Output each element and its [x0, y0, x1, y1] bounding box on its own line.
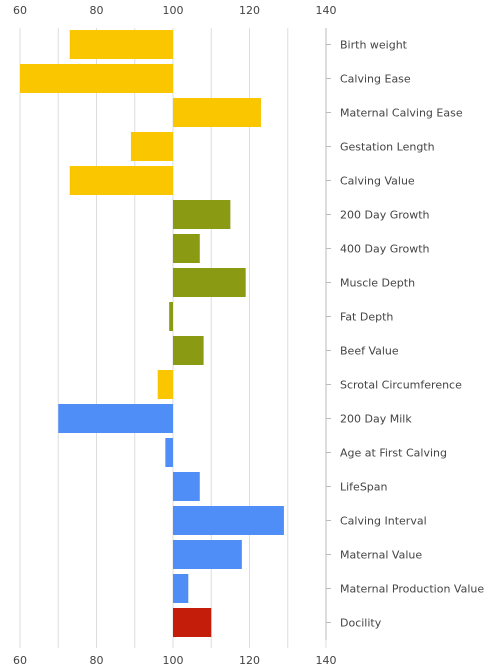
- value-axis-ticks: 60 60 80 80 100 100 120 120 140 140: [13, 4, 337, 667]
- bar-maternal-production-value: [173, 574, 189, 603]
- category-label: Maternal Production Value: [340, 583, 484, 596]
- category-label: 200 Day Growth: [340, 209, 430, 222]
- category-label: Birth weight: [340, 39, 408, 52]
- bar-400-day-growth: [173, 234, 200, 263]
- top-tick-label: 60: [13, 4, 27, 17]
- category-label: Scrotal Circumference: [340, 379, 462, 392]
- category-label: LifeSpan: [340, 481, 388, 494]
- bar-maternal-value: [173, 540, 242, 569]
- top-tick-label: 140: [316, 4, 337, 17]
- bar-fat-depth: [169, 302, 173, 331]
- bar-birth-weight: [69, 30, 173, 59]
- bar-calving-ease: [20, 64, 173, 93]
- bar-age-at-first-calving: [165, 438, 173, 467]
- bottom-tick-label: 80: [90, 654, 104, 667]
- category-label: Gestation Length: [340, 141, 435, 154]
- bottom-tick-label: 140: [316, 654, 337, 667]
- bottom-tick-label: 120: [239, 654, 260, 667]
- category-label: Fat Depth: [340, 311, 393, 324]
- category-label: Calving Interval: [340, 515, 427, 528]
- bottom-tick-label: 60: [13, 654, 27, 667]
- top-tick-label: 100: [163, 4, 184, 17]
- bar-maternal-calving-ease: [173, 98, 261, 127]
- bar-200-day-milk: [58, 404, 173, 433]
- bar-beef-value: [173, 336, 204, 365]
- category-labels: Birth weight Calving Ease Maternal Calving…: [340, 39, 484, 630]
- category-label: Calving Ease: [340, 73, 411, 86]
- bar-calving-interval: [173, 506, 284, 535]
- bars: [20, 30, 284, 637]
- category-label: Age at First Calving: [340, 447, 447, 460]
- category-label: Beef Value: [340, 345, 399, 358]
- category-label: 200 Day Milk: [340, 413, 412, 426]
- bar-lifespan: [173, 472, 200, 501]
- category-axis: [325, 28, 331, 640]
- bar-calving-value: [69, 166, 173, 195]
- category-label: Calving Value: [340, 175, 415, 188]
- bar-scrotal-circumference: [157, 370, 173, 399]
- category-label: Maternal Calving Ease: [340, 107, 463, 120]
- bar-muscle-depth: [173, 268, 246, 297]
- category-label: Docility: [340, 617, 382, 630]
- bar-200-day-growth: [173, 200, 231, 229]
- bar-gestation-length: [130, 132, 173, 161]
- top-tick-label: 120: [239, 4, 260, 17]
- category-label: Maternal Value: [340, 549, 422, 562]
- category-label: 400 Day Growth: [340, 243, 430, 256]
- bar-docility: [173, 608, 212, 637]
- bottom-tick-label: 100: [163, 654, 184, 667]
- top-tick-label: 80: [90, 4, 104, 17]
- category-label: Muscle Depth: [340, 277, 415, 290]
